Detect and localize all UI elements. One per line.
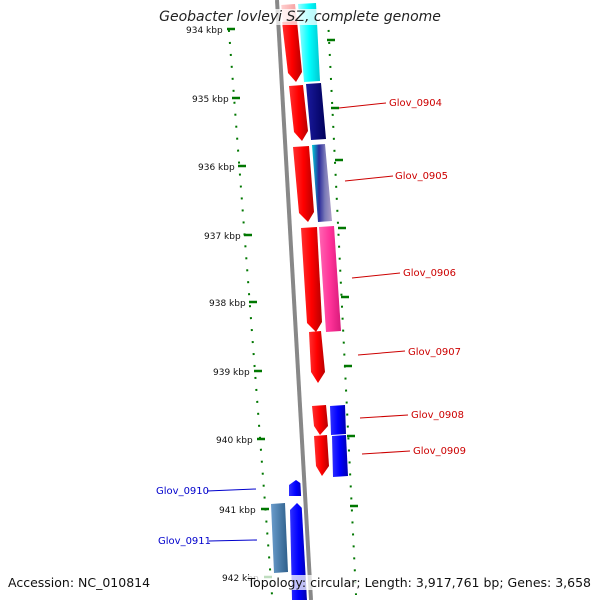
tick-label-940: 940 kbp [216, 436, 253, 446]
cog-block-blue-0909[interactable] [332, 435, 348, 477]
tick-label-938: 938 kbp [209, 299, 246, 309]
gene-feature-0910[interactable] [289, 480, 303, 496]
tick-labels: 934 kbp 935 kbp 936 kbp 937 kbp 938 kbp … [186, 26, 259, 584]
tick-label-941: 941 kbp [219, 506, 256, 516]
outer-tick-ruler [327, 17, 357, 596]
map-title: Geobacter lovleyi SZ, complete genome [0, 9, 600, 25]
gene-labels: Glov_0904 Glov_0905 Glov_0906 Glov_0907 … [156, 98, 466, 547]
label-glov-0908[interactable]: Glov_0908 [411, 410, 464, 421]
genome-backbone [273, 0, 315, 600]
gene-feature-0905-red[interactable] [293, 146, 314, 222]
cog-block-multi-0905[interactable] [312, 144, 332, 222]
gene-feature-0909-red[interactable] [314, 435, 329, 476]
cog-block-navy-0904[interactable] [306, 83, 326, 140]
label-glov-0910[interactable]: Glov_0910 [156, 486, 209, 497]
tick-label-939: 939 kbp [213, 368, 250, 378]
label-glov-0906[interactable]: Glov_0906 [403, 268, 456, 279]
label-leaders [206, 102, 411, 542]
gene-feature-0907-red[interactable] [309, 331, 325, 383]
tick-label-935: 935 kbp [192, 95, 229, 105]
tick-label-936: 936 kbp [198, 163, 235, 173]
gene-feature-0908-red[interactable] [312, 405, 328, 435]
gene-feature-0911-steel[interactable] [271, 503, 288, 573]
outer-major-ticks [327, 38, 358, 508]
label-glov-0907[interactable]: Glov_0907 [408, 347, 461, 358]
tick-label-937: 937 kbp [204, 232, 241, 242]
label-glov-0911[interactable]: Glov_0911 [158, 536, 211, 547]
gene-feature-0903[interactable] [282, 21, 302, 82]
forward-strand-features [281, 4, 329, 476]
cog-block-pink-0906[interactable] [319, 226, 341, 332]
tick-label-942: 942 kbp [222, 574, 259, 584]
label-glov-0909[interactable]: Glov_0909 [413, 446, 466, 457]
label-glov-0905[interactable]: Glov_0905 [395, 171, 448, 182]
inner-tick-ruler [227, 17, 273, 596]
gene-feature-0904-red[interactable] [289, 85, 308, 141]
cog-block-blue-0908[interactable] [330, 405, 346, 435]
genome-stats-text: Topology: circular; Length: 3,917,761 bp… [247, 575, 591, 590]
gene-feature-0906-red[interactable] [301, 227, 322, 332]
tick-label-934: 934 kbp [186, 26, 223, 36]
accession-text: Accession: NC_010814 [8, 575, 151, 590]
label-glov-0904[interactable]: Glov_0904 [389, 98, 442, 109]
